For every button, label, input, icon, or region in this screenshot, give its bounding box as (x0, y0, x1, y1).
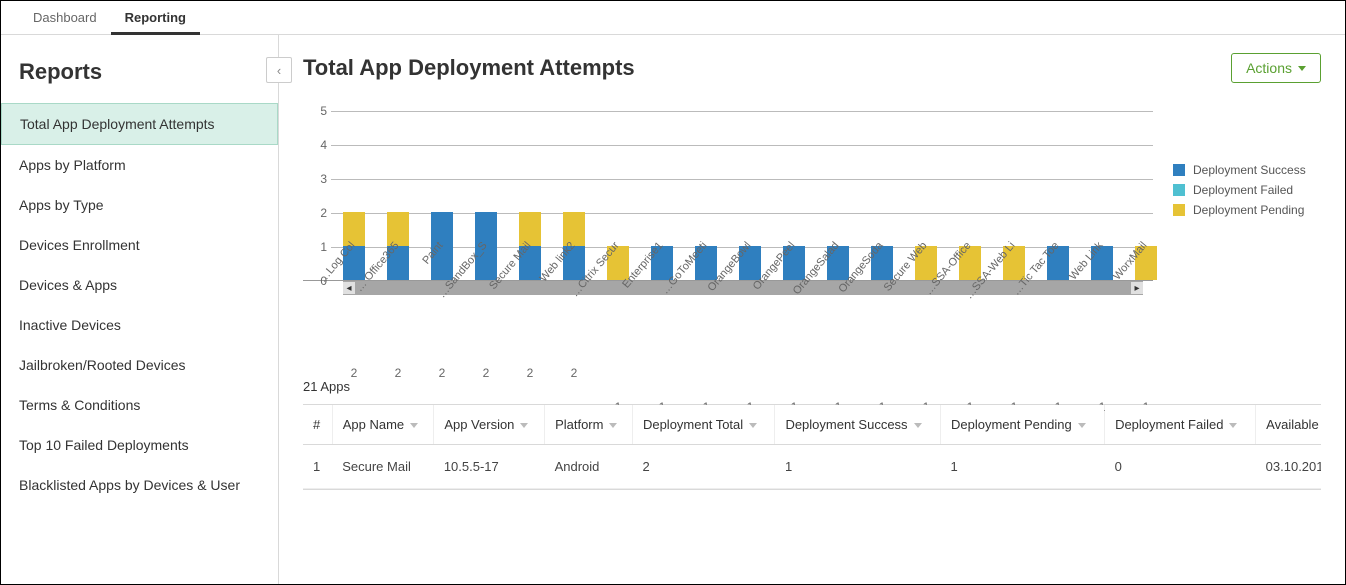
table-caption: 21 Apps (303, 379, 1321, 394)
sidebar: ‹ Reports Total App Deployment AttemptsA… (1, 35, 279, 584)
tab-dashboard[interactable]: Dashboard (19, 1, 111, 35)
column-header-label: App Name (343, 417, 404, 432)
page-title: Total App Deployment Attempts (303, 55, 635, 81)
sidebar-item[interactable]: Blacklisted Apps by Devices & User (1, 465, 278, 505)
table-scroll[interactable]: # App Name App Version Platform Deployment T… (303, 404, 1321, 490)
scroll-right-arrow-icon[interactable]: ▸ (1131, 282, 1143, 294)
sidebar-item[interactable]: Inactive Devices (1, 305, 278, 345)
actions-dropdown[interactable]: Actions (1231, 53, 1321, 83)
table-cell: 1 (303, 445, 332, 489)
column-header-label: Platform (555, 417, 603, 432)
column-header[interactable]: # (303, 405, 332, 445)
sort-caret-icon (749, 423, 757, 428)
legend-item: Deployment Pending (1173, 203, 1306, 217)
sort-caret-icon (609, 423, 617, 428)
sort-caret-icon (520, 423, 528, 428)
y-tick-label: 3 (303, 172, 327, 186)
sort-caret-icon (914, 423, 922, 428)
table-cell: Android (545, 445, 633, 489)
legend-label: Deployment Failed (1193, 183, 1293, 197)
legend-item: Deployment Success (1173, 163, 1306, 177)
legend-label: Deployment Success (1193, 163, 1306, 177)
legend-swatch (1173, 184, 1185, 196)
column-header[interactable]: Deployment Failed (1105, 405, 1256, 445)
table-cell: 1 (941, 445, 1105, 489)
sort-caret-icon (410, 423, 418, 428)
column-header[interactable]: Deployment Pending (941, 405, 1105, 445)
sidebar-item[interactable]: Top 10 Failed Deployments (1, 425, 278, 465)
sidebar-item[interactable]: Devices Enrollment (1, 225, 278, 265)
tab-reporting[interactable]: Reporting (111, 1, 200, 35)
column-header-label: Deployment Failed (1115, 417, 1223, 432)
actions-label: Actions (1246, 60, 1292, 76)
legend-label: Deployment Pending (1193, 203, 1304, 217)
sort-caret-icon (1229, 423, 1237, 428)
column-header-label: Available (1266, 417, 1319, 432)
chart: 0123452222221111111111111 ◂ ▸ Log Col…Of… (303, 111, 1153, 375)
table-cell: 10.5.5-17 (434, 445, 545, 489)
table-cell: 2 (632, 445, 774, 489)
y-tick-label: 1 (303, 240, 327, 254)
sidebar-title: Reports (1, 35, 278, 103)
sidebar-item[interactable]: Total App Deployment Attempts (1, 103, 278, 145)
table-row[interactable]: 1Secure Mail10.5.5-17Android211003.10.20… (303, 445, 1321, 489)
table-cell: 03.10.2017 08:32:28 (1256, 445, 1321, 489)
table-cell: 1 (775, 445, 941, 489)
column-header-label: App Version (444, 417, 514, 432)
column-header[interactable]: App Name (332, 405, 434, 445)
legend-item: Deployment Failed (1173, 183, 1306, 197)
top-tabs: Dashboard Reporting (1, 1, 1345, 35)
main-panel: Total App Deployment Attempts Actions 01… (279, 35, 1345, 584)
caret-down-icon (1298, 66, 1306, 71)
table-cell: Secure Mail (332, 445, 434, 489)
legend-swatch (1173, 204, 1185, 216)
legend-swatch (1173, 164, 1185, 176)
column-header-label: # (313, 417, 320, 432)
sidebar-item[interactable]: Terms & Conditions (1, 385, 278, 425)
sidebar-item[interactable]: Jailbroken/Rooted Devices (1, 345, 278, 385)
y-tick-label: 2 (303, 206, 327, 220)
y-tick-label: 5 (303, 104, 327, 118)
column-header[interactable]: Deployment Total (632, 405, 774, 445)
data-table: # App Name App Version Platform Deployment T… (303, 405, 1321, 489)
sidebar-item[interactable]: Apps by Platform (1, 145, 278, 185)
sidebar-item[interactable]: Devices & Apps (1, 265, 278, 305)
chart-legend: Deployment Success Deployment Failed Deplo… (1173, 163, 1306, 375)
column-header-label: Deployment Total (643, 417, 743, 432)
column-header[interactable]: Deployment Success (775, 405, 941, 445)
column-header[interactable]: Platform (545, 405, 633, 445)
column-header[interactable]: Available (1256, 405, 1321, 445)
table-cell: 0 (1105, 445, 1256, 489)
sort-caret-icon (1078, 423, 1086, 428)
column-header-label: Deployment Success (785, 417, 907, 432)
sidebar-item[interactable]: Apps by Type (1, 185, 278, 225)
column-header-label: Deployment Pending (951, 417, 1072, 432)
y-tick-label: 4 (303, 138, 327, 152)
column-header[interactable]: App Version (434, 405, 545, 445)
